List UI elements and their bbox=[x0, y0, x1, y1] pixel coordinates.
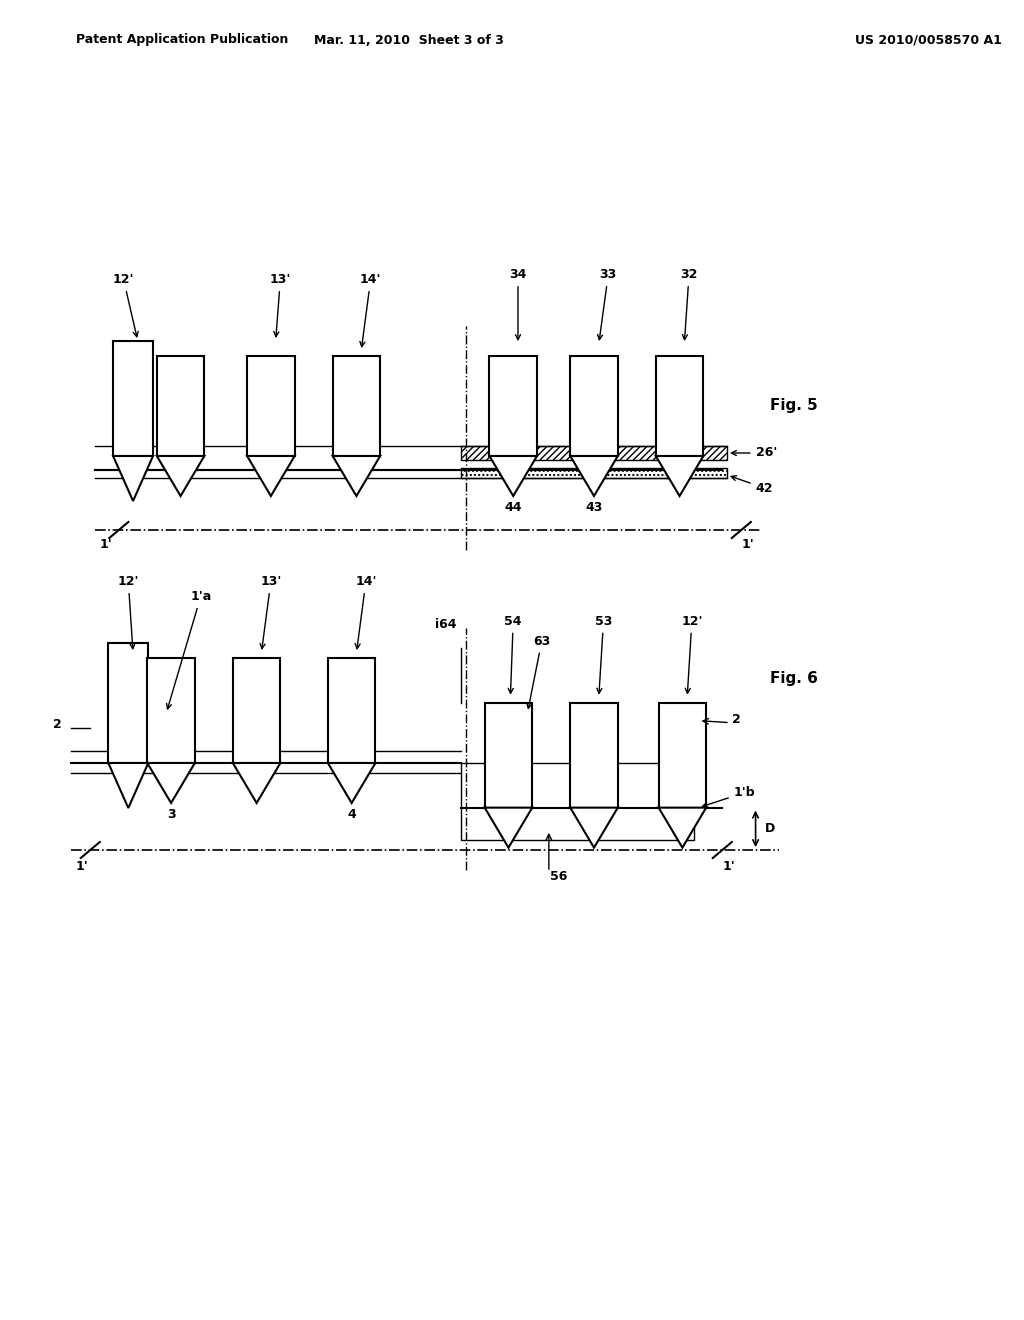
Text: Mar. 11, 2010  Sheet 3 of 3: Mar. 11, 2010 Sheet 3 of 3 bbox=[313, 33, 504, 46]
Bar bbox=[247, 356, 295, 455]
Text: 34: 34 bbox=[509, 268, 526, 339]
Bar bbox=[147, 657, 195, 763]
Bar bbox=[484, 702, 532, 808]
Bar bbox=[113, 341, 153, 455]
Polygon shape bbox=[658, 808, 707, 847]
Polygon shape bbox=[157, 455, 205, 496]
Text: 12': 12' bbox=[113, 273, 138, 337]
Bar bbox=[570, 356, 617, 455]
Text: 13': 13' bbox=[269, 273, 291, 337]
Bar bbox=[232, 657, 281, 763]
Text: 1': 1' bbox=[76, 861, 89, 873]
Text: Fig. 5: Fig. 5 bbox=[770, 399, 817, 413]
Polygon shape bbox=[489, 455, 537, 496]
Polygon shape bbox=[570, 808, 617, 847]
Text: 33: 33 bbox=[598, 268, 616, 339]
Text: 42: 42 bbox=[731, 475, 773, 495]
Polygon shape bbox=[333, 455, 380, 496]
Polygon shape bbox=[328, 763, 376, 803]
Text: 1'a: 1'a bbox=[167, 590, 211, 709]
Text: 1': 1' bbox=[722, 861, 735, 873]
Text: 2: 2 bbox=[53, 718, 61, 731]
Polygon shape bbox=[655, 455, 703, 496]
Text: 43: 43 bbox=[586, 502, 603, 513]
Text: 4: 4 bbox=[347, 808, 356, 821]
Text: 63: 63 bbox=[527, 635, 550, 709]
Text: D: D bbox=[765, 822, 775, 836]
Polygon shape bbox=[109, 763, 148, 808]
Text: 26': 26' bbox=[731, 446, 777, 459]
Text: 14': 14' bbox=[355, 576, 377, 648]
Text: 2: 2 bbox=[732, 713, 740, 726]
Bar bbox=[461, 469, 727, 478]
Text: 32: 32 bbox=[680, 268, 697, 339]
Bar bbox=[570, 702, 617, 808]
Bar bbox=[328, 657, 376, 763]
Text: Fig. 6: Fig. 6 bbox=[770, 671, 818, 685]
Text: 53: 53 bbox=[595, 615, 612, 693]
Bar bbox=[461, 763, 694, 840]
Bar bbox=[157, 356, 205, 455]
Bar bbox=[333, 356, 380, 455]
Text: 54: 54 bbox=[505, 615, 522, 693]
Text: 3: 3 bbox=[167, 808, 175, 821]
Text: US 2010/0058570 A1: US 2010/0058570 A1 bbox=[855, 33, 1002, 46]
Text: 14': 14' bbox=[359, 273, 381, 347]
Text: 13': 13' bbox=[260, 576, 282, 648]
Polygon shape bbox=[570, 455, 617, 496]
Text: 12': 12' bbox=[118, 576, 139, 648]
Polygon shape bbox=[147, 763, 195, 803]
Bar bbox=[489, 356, 537, 455]
Text: 12': 12' bbox=[681, 615, 702, 693]
Bar bbox=[658, 702, 707, 808]
Polygon shape bbox=[113, 455, 153, 502]
Text: 1'b: 1'b bbox=[702, 787, 756, 807]
Bar bbox=[109, 643, 148, 763]
Polygon shape bbox=[247, 455, 295, 496]
Text: Patent Application Publication: Patent Application Publication bbox=[76, 33, 289, 46]
Bar bbox=[655, 356, 703, 455]
Bar bbox=[461, 446, 727, 459]
Text: 44: 44 bbox=[505, 502, 522, 513]
Text: 1': 1' bbox=[741, 539, 754, 550]
Text: 1': 1' bbox=[99, 539, 113, 550]
Text: 56: 56 bbox=[550, 870, 567, 883]
Text: i64: i64 bbox=[435, 618, 457, 631]
Polygon shape bbox=[484, 808, 532, 847]
Polygon shape bbox=[232, 763, 281, 803]
